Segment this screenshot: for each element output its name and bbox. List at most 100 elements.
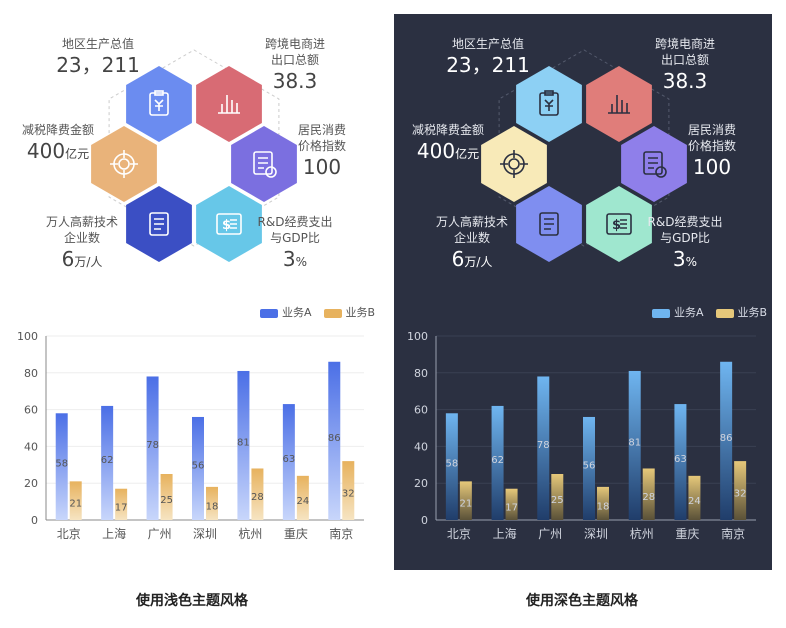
bar-a[interactable]	[192, 416, 204, 520]
y-tick-label: 60	[414, 404, 428, 417]
stat-export: 跨境电商进 出口总额 38.3	[640, 36, 730, 94]
clipboard-yen-hex	[516, 66, 582, 142]
bar-a[interactable]	[537, 376, 550, 520]
bar-value-label: 81	[237, 437, 250, 448]
stat-cpi: 居民消费 价格指数 100	[286, 122, 358, 180]
x-tick-label: 北京	[57, 527, 81, 541]
document-hex	[126, 186, 192, 262]
legend[interactable]: 业务A 业务B	[652, 304, 767, 320]
stat-tax-unit: 亿元	[455, 147, 480, 161]
bar-b[interactable]	[597, 486, 609, 520]
target-hex	[91, 126, 157, 202]
bar-b[interactable]	[642, 468, 655, 520]
legend-item-a[interactable]: 业务A	[260, 304, 312, 320]
legend-item-b[interactable]: 业务B	[715, 304, 767, 320]
hex-cluster: $	[481, 49, 687, 262]
bar-b[interactable]	[551, 474, 564, 520]
stat-export-label1: 跨境电商进	[264, 37, 325, 51]
bar-a[interactable]	[328, 361, 341, 520]
clipboard-yen-icon	[149, 90, 169, 116]
receipt-dollar-icon: $	[216, 213, 242, 235]
clipboard-yen-icon	[539, 90, 559, 116]
bar-value-label: 81	[628, 437, 641, 448]
bar-b[interactable]	[688, 475, 701, 520]
bar-b[interactable]	[734, 461, 747, 520]
x-tick-label: 深圳	[584, 527, 608, 541]
bar-a[interactable]	[282, 404, 295, 520]
legend-label-a: 业务A	[674, 306, 704, 319]
stat-export-value: 38.3	[662, 69, 708, 93]
bar-value-label: 24	[296, 496, 309, 507]
bar-value-label: 17	[505, 502, 518, 513]
svg-text:$: $	[612, 218, 621, 233]
document-check-hex	[621, 126, 687, 202]
stat-rd-label1: R&D经费支出	[647, 215, 723, 229]
y-tick-label: 0	[31, 514, 38, 527]
legend[interactable]: 业务A 业务B	[260, 304, 375, 320]
document-icon	[539, 212, 559, 236]
caption-light: 使用浅色主题风格	[136, 593, 248, 609]
outer-hex-outline	[498, 49, 670, 247]
stat-tech-label2: 企业数	[63, 231, 100, 245]
stat-tech-label2: 企业数	[453, 231, 490, 245]
stat-export-value: 38.3	[272, 69, 318, 93]
bar-value-label: 58	[445, 459, 458, 470]
bar-a[interactable]	[583, 416, 595, 520]
bar-b[interactable]	[505, 488, 518, 520]
bar-a[interactable]	[674, 404, 687, 520]
bar-a[interactable]	[491, 405, 504, 520]
legend-item-a[interactable]: 业务A	[652, 304, 704, 320]
document-hex	[516, 186, 582, 262]
bar-a[interactable]	[55, 413, 68, 520]
bar-a[interactable]	[628, 370, 641, 520]
bar-b[interactable]	[459, 481, 472, 520]
y-tick-label: 80	[414, 367, 428, 380]
bar-value-label: 62	[491, 455, 504, 466]
x-tick-label: 杭州	[238, 526, 262, 541]
bar-a[interactable]	[237, 370, 250, 520]
bar-b[interactable]	[160, 474, 173, 520]
stat-tax-label: 减税降费金额	[411, 123, 484, 137]
bar-a[interactable]	[720, 361, 733, 520]
y-tick-label: 40	[414, 440, 428, 453]
bar-b[interactable]	[69, 481, 82, 520]
stat-tax: 减税降费金额 400亿元	[10, 122, 106, 167]
target-hex	[481, 126, 547, 202]
stat-tech-value: 6	[451, 247, 465, 271]
stat-rd-unit: %	[685, 255, 698, 269]
stat-tech-label1: 万人高薪技术	[435, 215, 508, 229]
bar-value-label: 78	[537, 440, 550, 451]
y-tick-label: 20	[24, 477, 38, 490]
bar-value-label: 86	[720, 433, 733, 444]
bar-a[interactable]	[445, 413, 458, 520]
bar-a[interactable]	[101, 405, 114, 520]
bar-chart-hex	[586, 66, 652, 142]
bar-value-label: 28	[642, 492, 655, 503]
bar-value-label: 18	[597, 501, 610, 512]
clipboard-yen-hex	[126, 66, 192, 142]
bar-value-label: 18	[206, 501, 219, 512]
y-tick-label: 80	[24, 367, 38, 380]
y-tick-label: 100	[17, 330, 38, 343]
stat-tax-label: 减税降费金额	[21, 123, 94, 137]
caption-dark: 使用深色主题风格	[526, 593, 638, 609]
bar-value-label: 86	[328, 433, 341, 444]
stat-tech-unit: 万/人	[74, 255, 103, 269]
bar-a[interactable]	[146, 376, 159, 520]
bar-b[interactable]	[206, 486, 218, 520]
bar-value-label: 56	[192, 460, 205, 471]
y-tick-label: 40	[24, 440, 38, 453]
stat-tax: 减税降费金额 400亿元	[400, 122, 496, 167]
bar-value-label: 63	[282, 454, 295, 465]
x-tick-label: 重庆	[675, 527, 699, 541]
x-tick-label: 南京	[721, 526, 745, 541]
legend-item-b[interactable]: 业务B	[323, 304, 375, 320]
bar-b[interactable]	[296, 475, 309, 520]
bar-b[interactable]	[115, 488, 128, 520]
bar-b[interactable]	[251, 468, 264, 520]
x-tick-label: 深圳	[193, 527, 217, 541]
hex-cluster: $	[91, 49, 297, 262]
bar-b[interactable]	[342, 461, 355, 520]
stat-rd: R&D经费支出 与GDP比 3%	[640, 214, 730, 275]
receipt-dollar-hex: $	[196, 186, 262, 262]
